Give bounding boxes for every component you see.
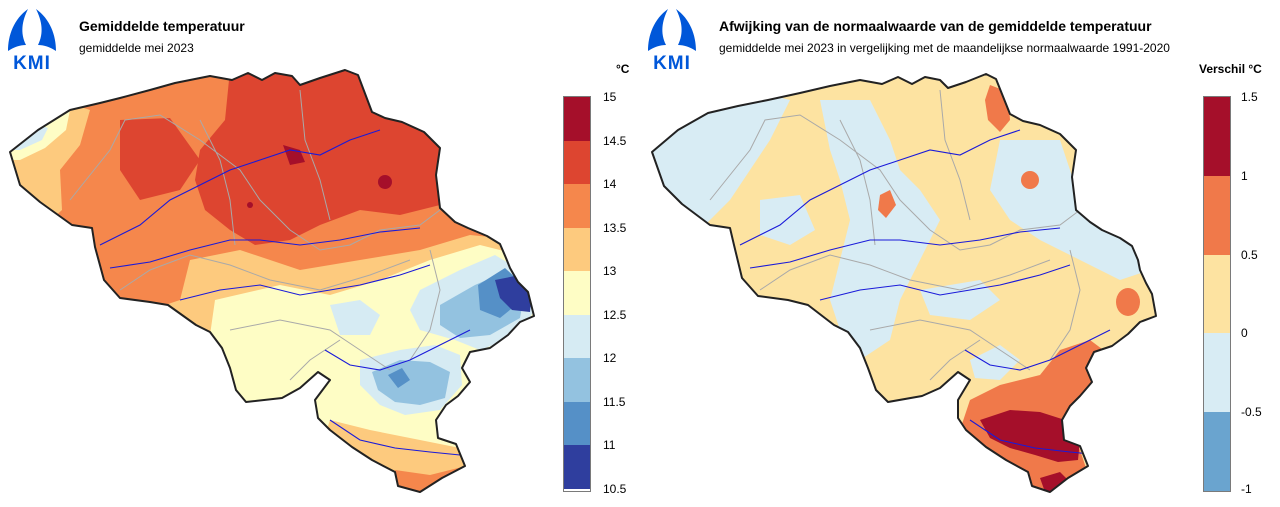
colorbar-band: [564, 271, 590, 315]
belgium-temperature-map: [9, 69, 535, 493]
colorbar-band: [564, 402, 590, 445]
legend-tick: 0.5: [1241, 248, 1258, 262]
map-title: Afwijking van de normaalwaarde van de ge…: [719, 18, 1152, 34]
legend-unit: Verschil °C: [1199, 62, 1262, 76]
kmi-logo-icon: [648, 9, 696, 51]
legend-tick: 1: [1241, 169, 1248, 183]
legend-tick: 13: [603, 264, 617, 278]
legend-tick: -0.5: [1241, 405, 1262, 419]
legend-tick: 1.5: [1241, 90, 1258, 104]
logo-text: KMI: [653, 53, 691, 74]
legend-tick: 14.5: [603, 134, 627, 148]
legend-tick: 12: [603, 351, 617, 365]
colorbar-band: [564, 358, 590, 402]
colorbar-band: [564, 445, 590, 489]
temperature-colorbar: [563, 96, 591, 492]
temperature-map-panel: KMI Gemiddelde temperatuur gemiddelde me…: [6, 5, 630, 496]
legend-tick: 10.5: [603, 482, 627, 496]
legend-unit: °C: [616, 62, 630, 76]
legend-tick: 0: [1241, 326, 1248, 340]
kmi-logo: KMI: [6, 5, 58, 73]
colorbar-band: [1204, 255, 1230, 333]
legend-tick: 13.5: [603, 221, 627, 235]
belgium-anomaly-map: [651, 73, 1157, 493]
map-subtitle: gemiddelde mei 2023: [79, 41, 194, 55]
legend-tick: 11: [603, 438, 616, 452]
colorbar-band: [1204, 333, 1230, 412]
legend-tick: 15: [603, 90, 617, 104]
colorbar-band: [1204, 412, 1230, 491]
colorbar-band: [564, 141, 590, 184]
legend-tick: 11.5: [603, 395, 626, 409]
colorbar-band: [564, 228, 590, 271]
map-subtitle: gemiddelde mei 2023 in vergelijking met …: [719, 41, 1170, 55]
legend-tick: 12.5: [603, 308, 627, 322]
colorbar-band: [1204, 176, 1230, 255]
map-title: Gemiddelde temperatuur: [79, 18, 245, 34]
legend-tick: -1: [1241, 482, 1252, 496]
anomaly-colorbar: [1203, 96, 1231, 492]
kmi-logo: KMI: [646, 5, 698, 73]
anomaly-map-panel: KMI Afwijking van de normaalwaarde van d…: [640, 0, 1280, 507]
colorbar-band: [564, 315, 590, 358]
colorbar-band: [564, 184, 590, 228]
legend-tick: 14: [603, 177, 617, 191]
colorbar-band: [564, 97, 590, 141]
kmi-logo-icon: [8, 9, 56, 51]
colorbar-band: [1204, 97, 1230, 176]
logo-text: KMI: [13, 53, 51, 74]
